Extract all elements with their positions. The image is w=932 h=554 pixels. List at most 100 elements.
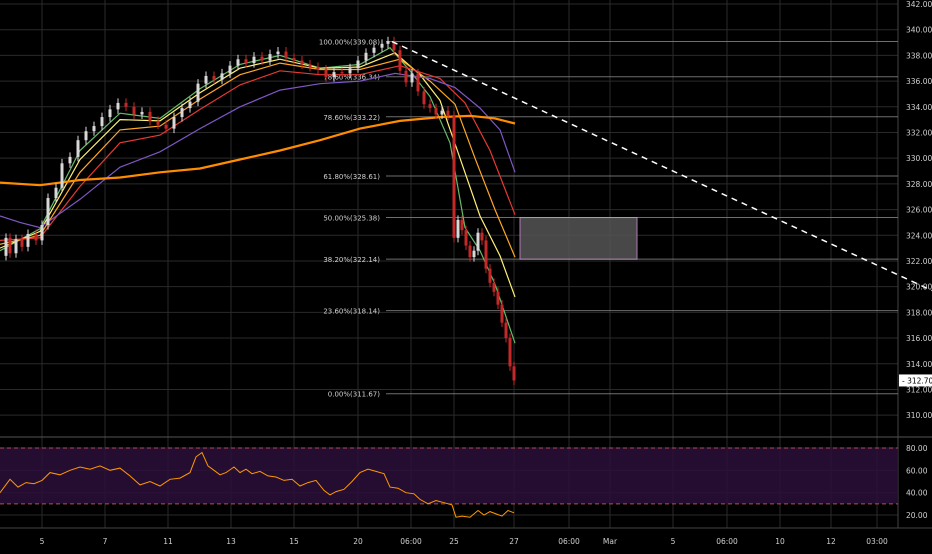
candle-body-26 [188, 101, 192, 109]
time-tick-2: 11 [163, 537, 173, 546]
price-tick-10: 322.00 [906, 257, 932, 266]
candle-body-68 [476, 232, 480, 251]
target-zone[interactable] [519, 217, 638, 260]
candle-body-58 [428, 104, 432, 109]
candle-body-71 [488, 268, 492, 283]
price-tick-0: 342.00 [906, 0, 932, 9]
time-tick-7: 25 [449, 537, 459, 546]
candle-body-72 [492, 282, 496, 292]
price-axis: 342.00 340.00 338.00 336.00 334.00 332.00 330.… [899, 0, 932, 520]
candle-body-6 [34, 233, 38, 241]
candle-body-19 [132, 106, 136, 115]
candle-body-39 [292, 57, 296, 61]
candle-body-53 [398, 50, 402, 71]
zone-rect [519, 217, 638, 260]
candle-body-5 [26, 233, 30, 247]
candle-body-69 [480, 232, 484, 241]
time-tick-11: 5 [671, 537, 676, 546]
candle-body-55 [410, 73, 414, 83]
candle-body-49 [372, 47, 376, 53]
candle-body-29 [212, 75, 216, 80]
candle-body-28 [204, 75, 208, 84]
candle-body-41 [308, 64, 312, 67]
candle-body-43 [324, 69, 328, 78]
time-tick-1: 7 [103, 537, 108, 546]
candle-body-60 [440, 110, 444, 115]
candle-body-21 [148, 111, 152, 121]
candle-body-32 [236, 59, 240, 66]
rsi-tick-0: 80.00 [906, 444, 928, 453]
candle-body-47 [356, 60, 360, 69]
candle-body-45 [340, 72, 344, 74]
price-tick-4: 334.00 [906, 103, 932, 112]
trendline-group[interactable] [391, 40, 932, 292]
candle-body-10 [60, 163, 64, 188]
price-tick-8: 326.00 [906, 206, 932, 215]
candle-body-64 [460, 219, 464, 231]
fibonacci-levels: 100.00%(339.08) 78.60%(336.34) 78.60%(333.… [319, 39, 898, 399]
candle-body-18 [124, 102, 128, 107]
candle-body-16 [108, 109, 112, 118]
time-tick-0: 5 [40, 537, 45, 546]
rsi-tick-1: 60.00 [906, 466, 928, 475]
last-price-label: - 312.70 [902, 376, 932, 385]
fib-label-0: 100.00%(339.08) [319, 39, 380, 47]
fib-label-7: 0.00%(311.67) [328, 391, 380, 399]
price-tick-13: 316.00 [906, 334, 932, 343]
price-tick-6: 330.00 [906, 154, 932, 163]
candle-body-38 [284, 51, 288, 58]
moving-averages [0, 46, 516, 344]
time-tick-6: 06:00 [400, 537, 422, 546]
fib-label-3: 61.80%(328.61) [323, 173, 380, 181]
price-tick-14: 314.00 [906, 360, 932, 369]
candle-body-17 [116, 102, 120, 110]
candle-body-37 [276, 51, 280, 55]
candle-body-70 [484, 240, 488, 269]
candle-body-7 [40, 224, 44, 241]
candle-body-42 [316, 66, 320, 70]
rsi-band [0, 447, 898, 505]
candle-body-2 [8, 237, 12, 254]
candle-body-62 [452, 115, 456, 238]
time-tick-3: 13 [226, 537, 236, 546]
fib-label-6: 23.60%(318.14) [323, 308, 380, 316]
candle-body-31 [228, 65, 232, 74]
candle-body-22 [156, 120, 160, 125]
candle-body-57 [422, 91, 426, 105]
last-price-box [899, 374, 932, 387]
fib-label-4: 50.00%(325.38) [323, 215, 380, 223]
candle-body-27 [196, 83, 200, 102]
price-tick-11: 320.00 [906, 283, 932, 292]
candle-body-11 [68, 156, 72, 164]
candle-body-73 [496, 291, 500, 305]
ema-line-3 [0, 65, 516, 241]
candle-body-8 [46, 198, 50, 225]
time-tick-12: 06:00 [716, 537, 738, 546]
fib-label-5: 38.20%(322.14) [323, 256, 380, 264]
candle-body-4 [20, 239, 24, 247]
candle-body-76 [508, 338, 512, 367]
trendline [391, 40, 932, 292]
price-tick-3: 336.00 [906, 77, 932, 86]
price-tick-15: 312.00 [906, 385, 932, 394]
price-tick-2: 338.00 [906, 51, 932, 60]
ema-line-5 [0, 114, 516, 187]
rsi-tick-3: 20.00 [906, 511, 928, 520]
candle-body-50 [380, 43, 384, 48]
candle-body-30 [220, 73, 224, 80]
time-tick-9: 06:00 [558, 537, 580, 546]
price-tick-7: 328.00 [906, 180, 932, 189]
rsi-band-fill [0, 448, 898, 504]
rsi-indicator [0, 451, 515, 518]
candle-body-77 [512, 366, 516, 381]
fib-label-1: 78.60%(336.34) [323, 74, 380, 82]
candle-body-3 [14, 239, 18, 254]
price-tick-5: 332.00 [906, 128, 932, 137]
candle-body-1 [4, 237, 8, 256]
candle-body-9 [54, 187, 58, 199]
time-tick-8: 27 [509, 537, 519, 546]
candle-body-36 [268, 54, 272, 61]
ema-line-4 [0, 72, 516, 229]
